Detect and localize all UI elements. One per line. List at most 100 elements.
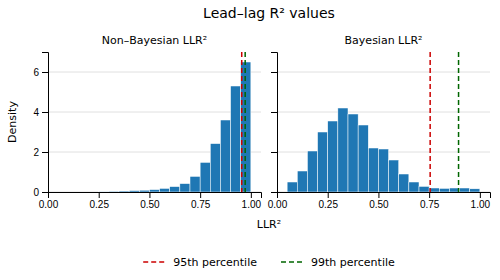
bar: [307, 151, 317, 192]
bar: [389, 160, 399, 192]
panel: Non–Bayesian LLR² 0.00 0.25 0.50 0.75 1.00 0 2 4…: [33, 34, 261, 210]
tick-mark: [271, 192, 277, 193]
legend-swatch: [143, 261, 167, 263]
x-axis: 0.00 0.25 0.50 0.75 1.00: [39, 192, 262, 210]
bar: [277, 192, 287, 193]
tick-mark: [480, 192, 481, 198]
bar: [297, 171, 307, 192]
tick: [271, 192, 277, 193]
bar: [378, 149, 388, 192]
bar: [287, 182, 297, 192]
panel: Bayesian LLR²0.000.250.500.751.00: [268, 34, 491, 210]
panel-title: Bayesian LLR²: [345, 34, 423, 47]
bar: [160, 188, 170, 192]
tick: 1.00: [242, 192, 262, 210]
plot-area: [99, 52, 251, 192]
axis-line: [278, 193, 491, 199]
grid: [48, 72, 261, 192]
bar: [58, 192, 68, 193]
axis-line: [271, 53, 278, 193]
bar: [368, 148, 378, 192]
axis-line: [49, 193, 262, 199]
bar: [139, 190, 149, 192]
tick-label: 0.75: [420, 199, 440, 210]
tick: 0.25: [89, 192, 109, 210]
tick-label: 0.25: [89, 199, 109, 210]
bar: [419, 186, 429, 192]
plot-area: [287, 52, 480, 192]
tick-label: 0.00: [268, 199, 288, 210]
tick-label: 0.75: [191, 199, 211, 210]
tick-mark: [429, 192, 430, 198]
x-axis: 0.000.250.500.751.00: [268, 192, 491, 210]
bar: [129, 191, 139, 192]
bar: [170, 187, 180, 192]
tick-mark: [42, 72, 48, 73]
tick-mark: [42, 192, 48, 193]
bar: [328, 121, 338, 192]
tick-label: 1.00: [242, 199, 262, 210]
bar: [149, 190, 159, 192]
tick-mark: [271, 72, 277, 73]
tick-mark: [149, 192, 150, 198]
bar: [99, 191, 109, 192]
tick-label: 2: [33, 147, 39, 158]
bar: [409, 182, 419, 192]
tick-label: 0.00: [39, 199, 59, 210]
bar: [338, 108, 348, 192]
tick: 1.00: [471, 192, 491, 210]
bar: [89, 192, 99, 193]
bar: [68, 192, 78, 193]
tick-mark: [378, 192, 379, 198]
tick-label: 0: [33, 187, 39, 198]
tick: 0.75: [420, 192, 440, 210]
reference-line: [244, 52, 246, 192]
bar: [210, 144, 220, 192]
legend-label: 95th percentile: [173, 256, 257, 269]
grid-line: [48, 112, 261, 113]
tick: 0.50: [369, 192, 389, 210]
tick-mark: [271, 152, 277, 153]
bar: [48, 192, 58, 193]
axis-line: [42, 53, 49, 193]
reference-line: [429, 52, 431, 192]
bar: [348, 114, 358, 192]
legend: 95th percentile 99th percentile: [143, 256, 395, 269]
bar: [78, 192, 88, 193]
tick: [271, 72, 277, 73]
chart-title: Lead–lag R² values: [203, 5, 335, 21]
bar: [180, 184, 190, 192]
tick: [271, 112, 277, 113]
tick-label: 4: [33, 107, 39, 118]
tick-mark: [42, 152, 48, 153]
tick-mark: [251, 192, 252, 198]
reference-line: [241, 52, 243, 192]
bar: [231, 86, 241, 192]
bar: [200, 162, 210, 192]
tick-mark: [99, 192, 100, 198]
tick: [271, 152, 277, 153]
tick-mark: [200, 192, 201, 198]
x-axis-title: LLR²: [257, 218, 281, 231]
panel-title: Non–Bayesian LLR²: [102, 34, 207, 47]
reference-line: [458, 52, 460, 192]
bar: [220, 120, 230, 192]
tick-label: 6: [33, 67, 39, 78]
legend-label: 99th percentile: [311, 256, 395, 269]
legend-item: 95th percentile: [143, 256, 257, 269]
bar: [460, 188, 470, 192]
tick: 2: [33, 147, 48, 158]
legend-swatch: [281, 261, 305, 263]
bar: [470, 189, 480, 192]
tick-label: 0.50: [369, 199, 389, 210]
tick-mark: [328, 192, 329, 198]
bar: [399, 174, 409, 192]
tick: 6: [33, 67, 48, 78]
tick: 0.50: [140, 192, 160, 210]
bar: [358, 125, 368, 192]
tick: 4: [33, 107, 48, 118]
tick: 0: [33, 187, 48, 198]
tick-label: 0.50: [140, 199, 160, 210]
y-axis-title: Density: [6, 101, 19, 143]
y-axis: 0 2 4 6: [33, 53, 48, 198]
